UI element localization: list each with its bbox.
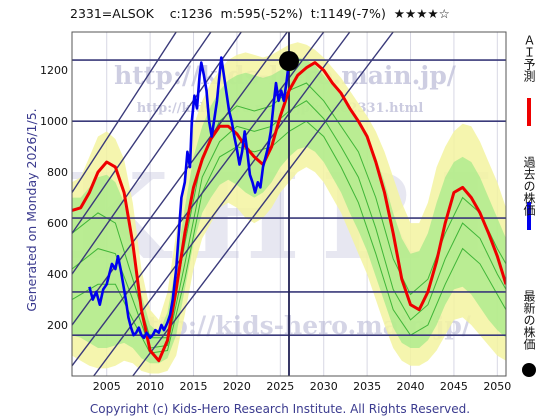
ai-prediction-series <box>72 61 506 363</box>
plot-border <box>71 31 507 377</box>
header-rating-stars: ★★★★☆ <box>393 6 450 21</box>
trend-line <box>132 32 394 376</box>
header-target: t:1149(-7%) <box>310 6 386 21</box>
x-tick-label: 2005 <box>93 380 121 393</box>
legend-item: ＡＩ予測 <box>522 34 536 126</box>
legend-item: 過去の株価 <box>522 156 536 230</box>
x-tick-label: 2050 <box>483 380 511 393</box>
trend-line <box>93 32 351 376</box>
y-tick-label: 1000 <box>40 115 68 128</box>
y-axis-ticks: 200 400 600 800 1000 1200 <box>40 64 68 332</box>
past-price-series <box>88 56 291 340</box>
copyright-footer: Copyright (c) Kids-Hero Research Institu… <box>89 402 471 416</box>
chart-header: 2331=ALSOK c:1236 m:595(-52%) t:1149(-7%… <box>70 6 450 21</box>
y-tick-label: 800 <box>47 166 68 179</box>
x-tick-label: 2025 <box>266 380 294 393</box>
x-tick-label: 2035 <box>353 380 381 393</box>
x-tick-label: 2015 <box>180 380 208 393</box>
latest-price-layer <box>279 51 299 72</box>
generated-date-label: Generated on Monday 2026/1/5. <box>24 108 39 311</box>
header-code: 2331=ALSOK <box>70 6 154 21</box>
legend-label: 過去の株価 <box>522 156 536 216</box>
trend-line <box>72 32 212 234</box>
x-tick-label: 2010 <box>136 380 164 393</box>
trend-line <box>72 32 177 193</box>
x-tick-label: 2030 <box>310 380 338 393</box>
past-price-line <box>88 56 291 340</box>
y-tick-label: 600 <box>47 217 68 230</box>
x-axis-ticks: 2005 2010 2015 2020 2025 2030 2035 2040 2045 2050 <box>93 380 512 393</box>
legend-item: 最新の株価 <box>522 290 536 377</box>
x-tick-label: 2045 <box>440 380 468 393</box>
y-tick-label: 1200 <box>40 64 68 77</box>
band-green <box>72 57 506 364</box>
header-current: c:1236 <box>169 6 213 21</box>
trend-line <box>72 32 325 367</box>
ai-prediction-line <box>72 61 506 363</box>
plot-frame <box>71 31 507 377</box>
band-green-line <box>72 100 506 349</box>
legend-label: ＡＩ予測 <box>522 34 536 83</box>
legend-dot-swatch <box>522 363 536 377</box>
legend-label: 最新の株価 <box>522 290 536 350</box>
latest-price-marker <box>279 51 299 72</box>
header-mean: m:595(-52%) <box>220 6 303 21</box>
x-tick-label: 2040 <box>397 380 425 393</box>
x-tick-label: 2020 <box>223 380 251 393</box>
y-tick-label: 400 <box>47 268 68 281</box>
trend-line <box>72 32 242 275</box>
y-tick-label: 200 <box>47 319 68 332</box>
